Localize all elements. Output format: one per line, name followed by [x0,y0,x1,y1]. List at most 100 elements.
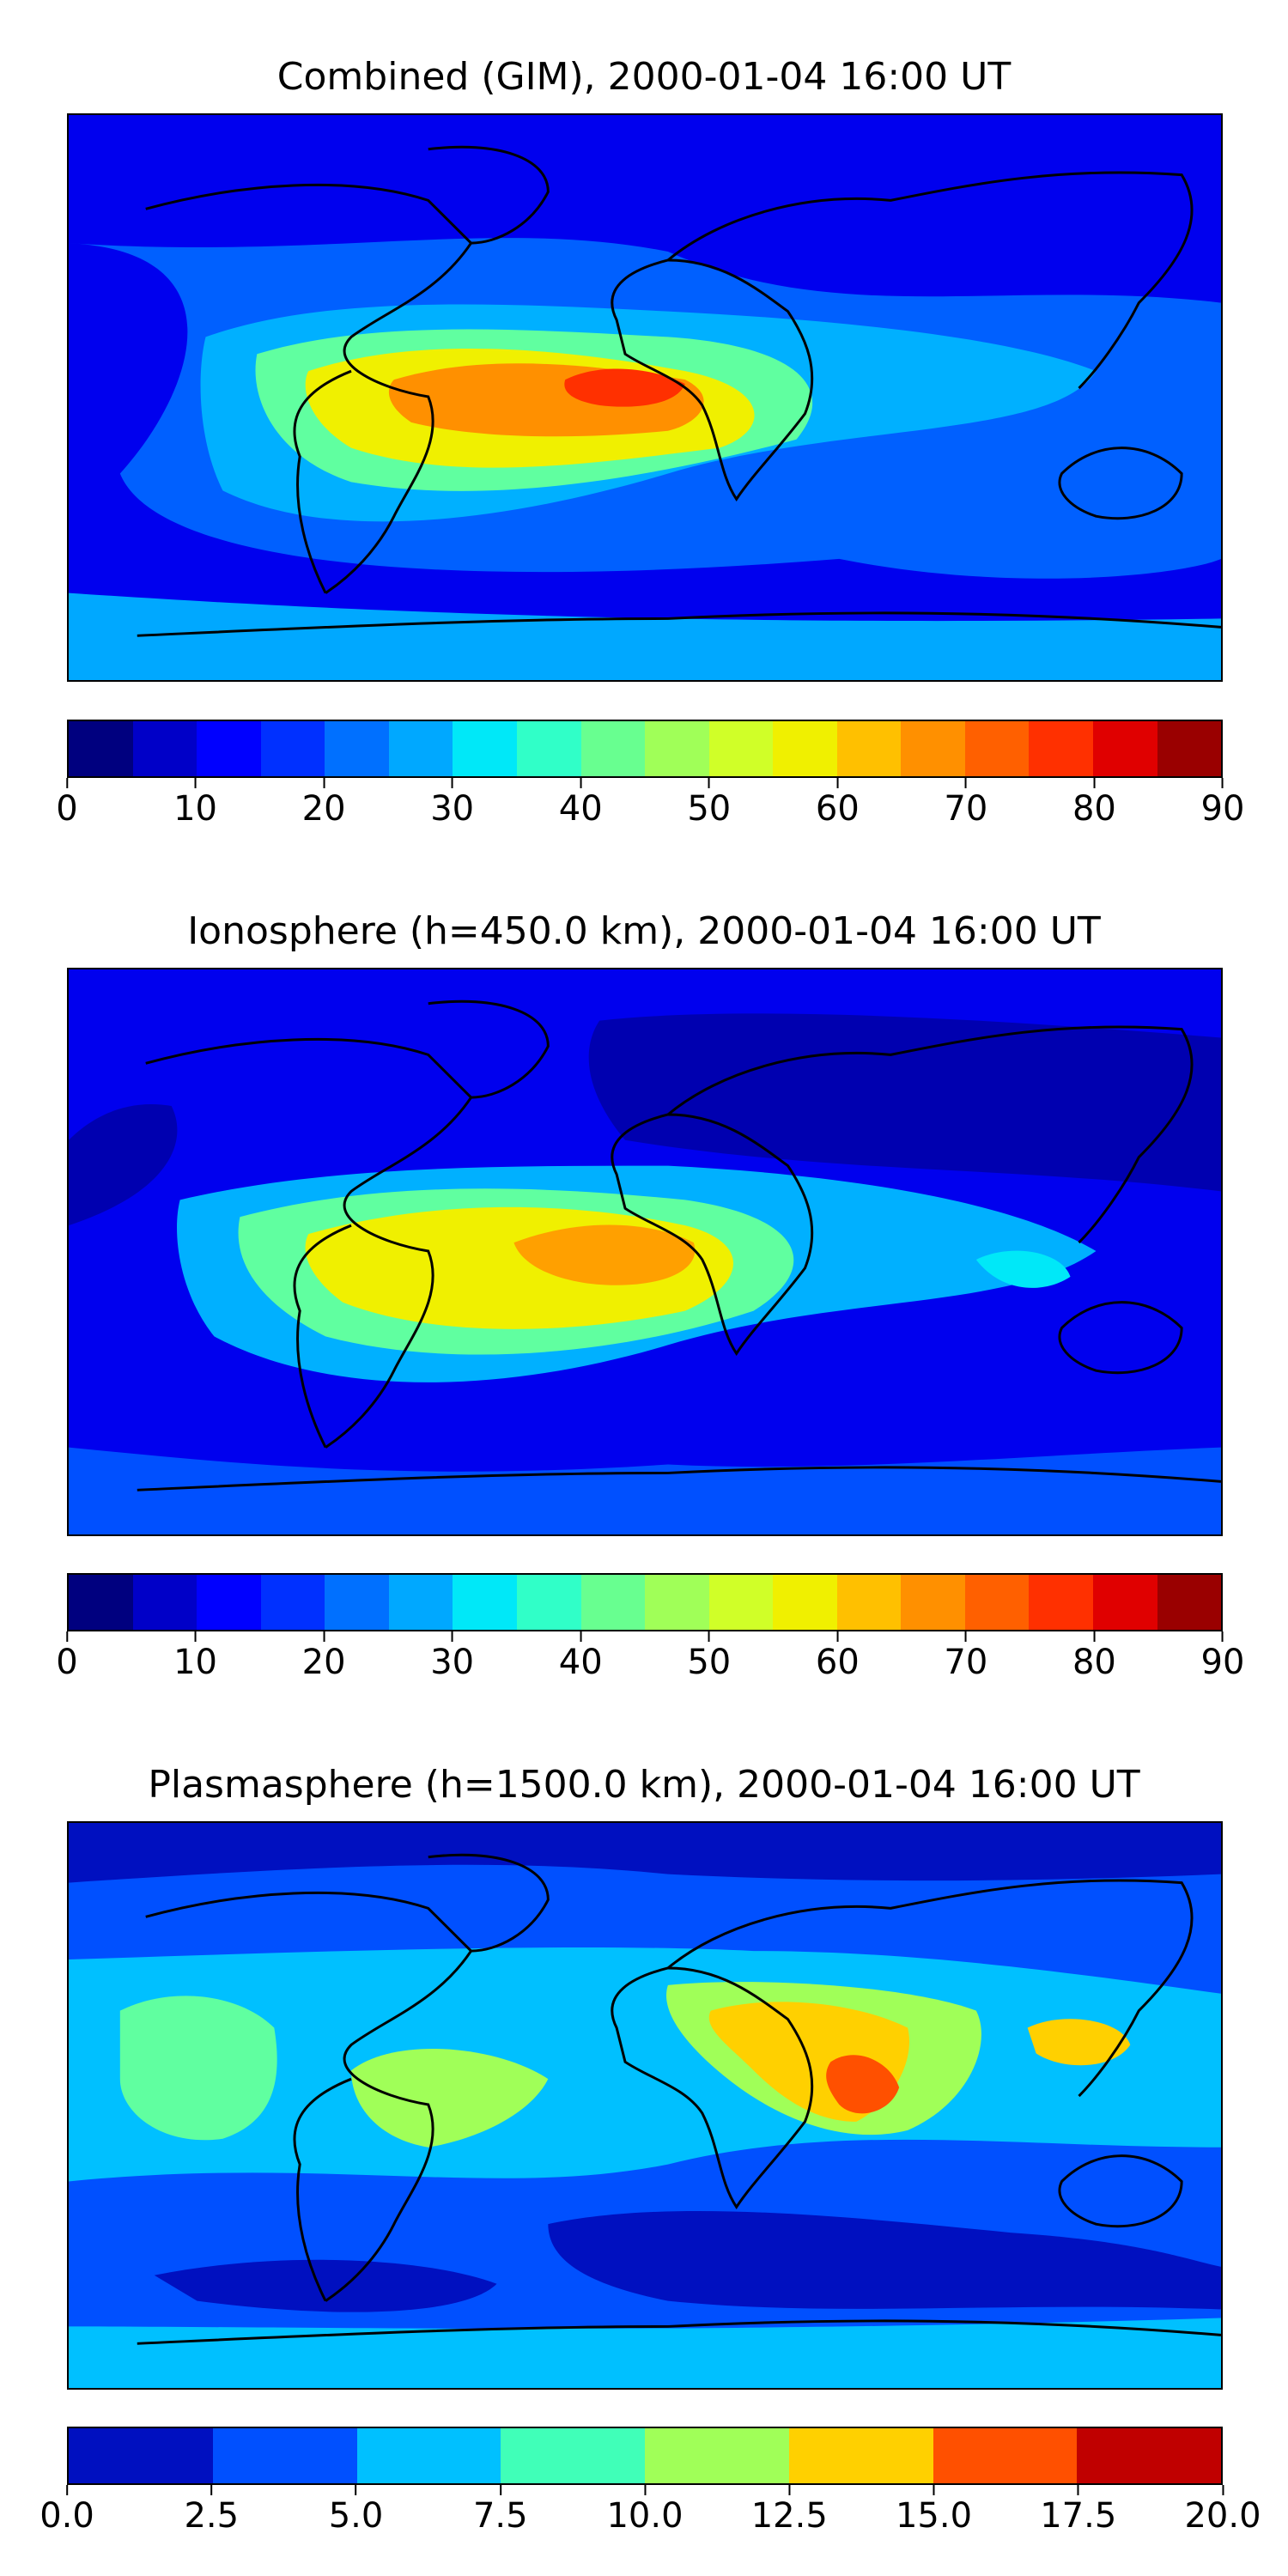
colorbar-tick-label: 2.5 [184,2496,240,2536]
colorbar-segment [836,1575,902,1630]
colorbar-segment [356,2428,501,2483]
colorbar-segment [836,721,902,776]
colorbar-segment [645,2428,789,2483]
colorbar-tick-label: 80 [1072,1643,1116,1682]
colorbar-tick: 60 [816,778,860,829]
colorbar-segment [69,1575,133,1630]
panel-title-ionosphere: Ionosphere (h=450.0 km), 2000-01-04 16:0… [187,909,1101,953]
colorbar-ticks-combined: 0 10 20 30 40 50 60 70 80 90 [56,778,1244,829]
colorbar-tick: 20.0 [1184,2485,1261,2537]
colorbar-ticks-ionosphere: 0 10 20 30 40 50 60 70 80 90 [56,1631,1244,1683]
colorbar-segment [1029,721,1093,776]
colorbar-tick-label: 60 [815,789,860,829]
colorbar-segment [516,721,581,776]
colorbar-tick-label: 17.5 [1040,2496,1117,2536]
colorbar-tick-label: 40 [558,1643,603,1682]
colorbar-segment [933,2428,1078,2483]
colorbar-segment [773,1575,837,1630]
colorbar-tick: 0 [56,778,78,829]
colorbar-tick-label: 80 [1072,789,1116,829]
colorbar-tick: 70 [944,1631,987,1683]
colorbar-segment [788,2428,933,2483]
colorbar-tick-label: 70 [944,789,988,829]
colorbar-segment [453,1575,517,1630]
colorbar-tick-label: 70 [944,1643,988,1682]
colorbar-tick: 20 [302,1631,346,1683]
colorbar-tick: 30 [430,778,474,829]
colorbar-segment [1157,721,1222,776]
colorbar-tick-label: 7.5 [472,2496,528,2536]
map-ionosphere [67,968,1223,1536]
colorbar-tick: 50 [687,1631,731,1683]
colorbar-segment [325,721,389,776]
colorbar-ticks-plasmasphere: 0.0 2.5 5.0 7.5 10.0 12.5 15.0 17.5 20.0 [39,2485,1261,2537]
colorbar-segment [645,1575,709,1630]
colorbar-segment [773,721,837,776]
colorbar-segment [516,1575,581,1630]
colorbar-segment [708,1575,774,1630]
colorbar-tick-label: 0.0 [39,2496,94,2536]
colorbar-segment [1029,1575,1093,1630]
colorbar-ionosphere [67,1573,1223,1631]
colorbar-segment [580,721,646,776]
colorbar-tick: 30 [430,1631,474,1683]
colorbar-tick-label: 50 [687,789,732,829]
panel-title-combined: Combined (GIM), 2000-01-04 16:00 UT [276,55,1012,99]
map-combined [67,113,1223,682]
colorbar-tick-label: 5.0 [328,2496,384,2536]
colorbar-tick: 80 [1072,778,1116,829]
colorbar-tick-label: 90 [1200,789,1245,829]
colorbar-tick-label: 0 [56,1643,78,1682]
colorbar-tick: 10 [173,778,217,829]
colorbar-tick-label: 10 [173,1643,217,1682]
colorbar-plasmasphere [67,2427,1223,2485]
colorbar-segment [1077,2428,1221,2483]
colorbar-segment [964,721,1030,776]
colorbar-tick-label: 10 [173,789,217,829]
colorbar-segment [901,721,965,776]
colorbar-tick: 10 [173,1631,217,1683]
colorbar-tick: 17.5 [1040,2485,1116,2537]
colorbar-tick-label: 20 [301,789,346,829]
colorbar-tick: 90 [1200,1631,1245,1683]
colorbar-segment [132,1575,197,1630]
colorbar-segment [197,1575,261,1630]
colorbar-tick: 20 [302,778,346,829]
colorbar-tick: 15.0 [896,2485,972,2537]
colorbar-tick: 90 [1200,778,1245,829]
colorbar-tick: 80 [1072,1631,1116,1683]
colorbar-tick-label: 40 [558,789,603,829]
colorbar-segment [325,1575,389,1630]
colorbar-segment [212,2428,357,2483]
colorbar-tick-label: 20 [301,1643,346,1682]
colorbar-segment [645,721,709,776]
map-plasmasphere [67,1821,1223,2390]
colorbar-tick: 60 [816,1631,860,1683]
colorbar-tick-label: 90 [1200,1643,1245,1682]
colorbar-tick-label: 30 [430,789,475,829]
colorbar-segment [501,2428,645,2483]
colorbar-segment [964,1575,1030,1630]
colorbar-segment [69,721,133,776]
colorbar-tick-label: 15.0 [895,2496,973,2536]
colorbar-tick: 50 [687,778,731,829]
colorbar-segment [1093,721,1157,776]
colorbar-tick-label: 12.5 [750,2496,828,2536]
colorbar-tick: 0.0 [39,2485,94,2537]
colorbar-tick: 2.5 [184,2485,239,2537]
colorbar-segment [69,2428,213,2483]
colorbar-segment [708,721,774,776]
colorbar-tick: 10.0 [606,2485,683,2537]
colorbar-segment [388,1575,453,1630]
colorbar-tick-label: 50 [687,1643,732,1682]
colorbar-segment [1157,1575,1222,1630]
colorbar-segment [132,721,197,776]
colorbar-tick: 40 [559,1631,603,1683]
colorbar-segment [453,721,517,776]
colorbar-tick: 12.5 [751,2485,828,2537]
colorbar-segment [580,1575,646,1630]
colorbar-tick: 70 [944,778,987,829]
colorbar-tick: 40 [559,778,603,829]
colorbar-combined [67,720,1223,778]
colorbar-tick-label: 30 [430,1643,475,1682]
